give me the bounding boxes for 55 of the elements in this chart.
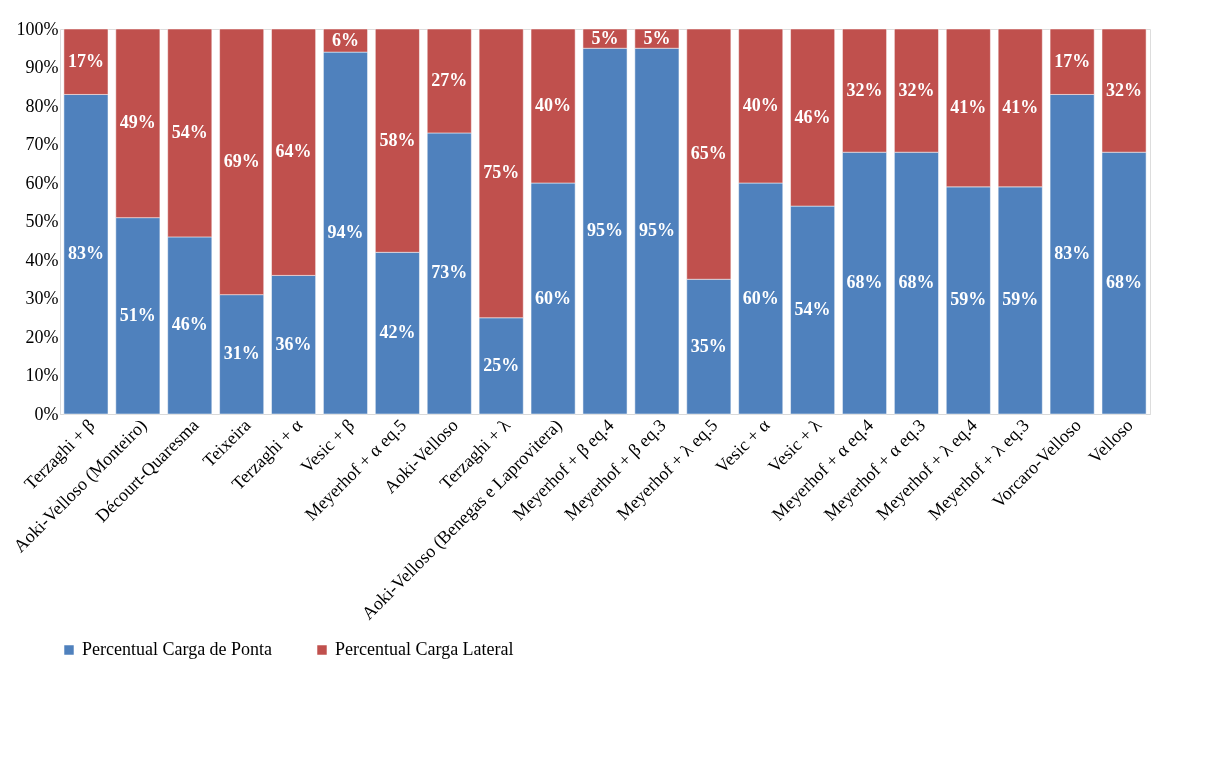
data-label: 36% [275, 333, 312, 354]
data-label: 5% [643, 27, 671, 48]
data-label: 73% [431, 262, 468, 283]
data-label: 59% [1002, 289, 1039, 310]
data-label: 35% [690, 335, 727, 356]
y-tick-label: 80% [25, 95, 59, 116]
data-label: 32% [1106, 79, 1143, 100]
data-label: 5% [591, 27, 619, 48]
data-label: 51% [119, 304, 156, 325]
data-label: 17% [67, 50, 104, 71]
y-tick-label: 100% [16, 18, 59, 39]
data-label: 95% [587, 220, 623, 241]
data-label: 17% [1054, 50, 1091, 71]
y-tick-label: 10% [25, 365, 59, 385]
data-label: 41% [1002, 96, 1039, 117]
data-label: 83% [67, 243, 104, 264]
data-label: 49% [119, 112, 156, 133]
data-label: 25% [483, 354, 520, 375]
legend-label: Percentual Carga de Ponta [82, 639, 273, 659]
data-label: 94% [327, 222, 364, 243]
data-label: 54% [794, 299, 831, 320]
data-label: 60% [742, 287, 779, 308]
data-label: 41% [950, 96, 987, 117]
data-label: 27% [431, 69, 468, 90]
data-label: 68% [1106, 272, 1143, 293]
data-label: 65% [690, 143, 727, 164]
y-tick-label: 40% [25, 249, 59, 270]
data-label: 68% [846, 272, 883, 293]
y-tick-label: 30% [25, 288, 59, 308]
data-label: 75% [483, 162, 520, 183]
data-label: 95% [638, 220, 675, 241]
data-label: 59% [950, 289, 987, 310]
data-label: 69% [223, 150, 260, 171]
y-tick-label: 20% [25, 326, 59, 347]
y-tick-label: 0% [34, 403, 59, 424]
data-label: 68% [898, 272, 935, 293]
y-tick-label: 60% [25, 172, 59, 193]
data-label: 58% [379, 129, 416, 150]
data-label: 31% [223, 343, 260, 364]
data-label: 60% [535, 287, 572, 308]
y-tick-label: 90% [25, 57, 59, 77]
data-label: 40% [742, 95, 779, 115]
y-tick-label: 50% [25, 211, 59, 231]
data-label: 46% [794, 106, 831, 127]
data-label: 64% [275, 141, 312, 162]
data-label: 54% [171, 121, 208, 142]
data-label: 46% [171, 314, 208, 335]
data-label: 6% [331, 29, 359, 50]
legend-label: Percentual Carga Lateral [335, 639, 514, 659]
data-label: 83% [1054, 243, 1091, 264]
data-label: 32% [898, 79, 935, 100]
data-label: 32% [846, 79, 883, 100]
data-label: 42% [379, 322, 416, 343]
y-tick-label: 70% [25, 134, 59, 154]
data-label: 40% [535, 95, 572, 115]
